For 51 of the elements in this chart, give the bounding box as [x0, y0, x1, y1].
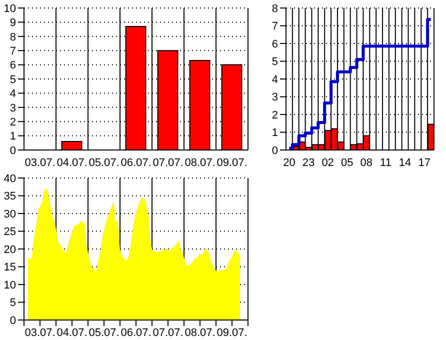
x-tick-label: 04.07. — [56, 326, 88, 339]
x-tick-label: 23 — [302, 156, 315, 169]
y-tick-label: 30 — [4, 208, 16, 220]
x-tick-label: 07.07. — [152, 326, 184, 339]
x-tick-label: 05 — [341, 156, 354, 169]
y-tick-label: 3 — [10, 102, 16, 114]
x-tick-label: 20 — [283, 156, 296, 169]
x-tick-label: 08.07. — [184, 156, 216, 169]
y-tick-label: 1 — [272, 127, 278, 140]
y-tick-label: 3 — [272, 92, 278, 104]
y-tick-label: 0 — [10, 314, 16, 327]
y-tick-label: 8 — [272, 2, 278, 15]
y-tick-label: 0 — [10, 144, 16, 157]
y-tick-label: 6 — [272, 38, 278, 50]
x-tick-label: 03.07. — [24, 156, 56, 169]
x-tick-label: 05.07. — [88, 156, 120, 169]
y-tick-label: 2 — [272, 109, 278, 122]
y-tick-label: 9 — [10, 17, 16, 30]
y-tick-label: 10 — [4, 279, 16, 292]
x-tick-label: 08 — [360, 156, 373, 169]
x-tick-label: 03.07. — [24, 326, 56, 339]
y-tick-label: 2 — [10, 116, 16, 129]
x-tick-label: 05.07. — [88, 326, 120, 339]
y-tick-label: 4 — [272, 74, 278, 86]
x-tick-label: 06.07. — [120, 156, 152, 169]
y-tick-label: 8 — [10, 31, 16, 44]
x-tick-label: 14 — [398, 156, 412, 169]
x-tick-label: 11 — [380, 156, 392, 169]
x-tick-label: 04.07. — [56, 156, 88, 169]
x-tick-label: 09.07. — [216, 156, 248, 169]
y-tick-label: 40 — [4, 172, 16, 185]
x-tick-label: 07.07. — [152, 156, 184, 169]
y-tick-label: 0 — [272, 144, 278, 157]
x-tick-label: 08.07. — [184, 326, 216, 339]
y-tick-label: 35 — [4, 190, 16, 203]
x-tick-label: 09.07. — [216, 326, 248, 339]
x-tick-label: 06.07. — [120, 326, 152, 339]
y-tick-label: 15 — [4, 262, 16, 274]
y-tick-label: 1 — [10, 130, 16, 143]
y-tick-label: 4 — [10, 88, 16, 100]
y-tick-label: 20 — [4, 244, 16, 256]
y-tick-label: 10 — [4, 2, 16, 15]
x-tick-label: 17 — [418, 156, 430, 169]
x-tick-label: 02 — [322, 156, 334, 169]
y-tick-label: 5 — [10, 74, 16, 86]
y-tick-label: 7 — [272, 20, 278, 33]
y-tick-label: 5 — [10, 297, 16, 310]
y-tick-label: 7 — [10, 46, 16, 58]
y-tick-label: 6 — [10, 60, 16, 72]
y-tick-label: 25 — [4, 226, 16, 238]
y-tick-label: 5 — [272, 56, 278, 68]
